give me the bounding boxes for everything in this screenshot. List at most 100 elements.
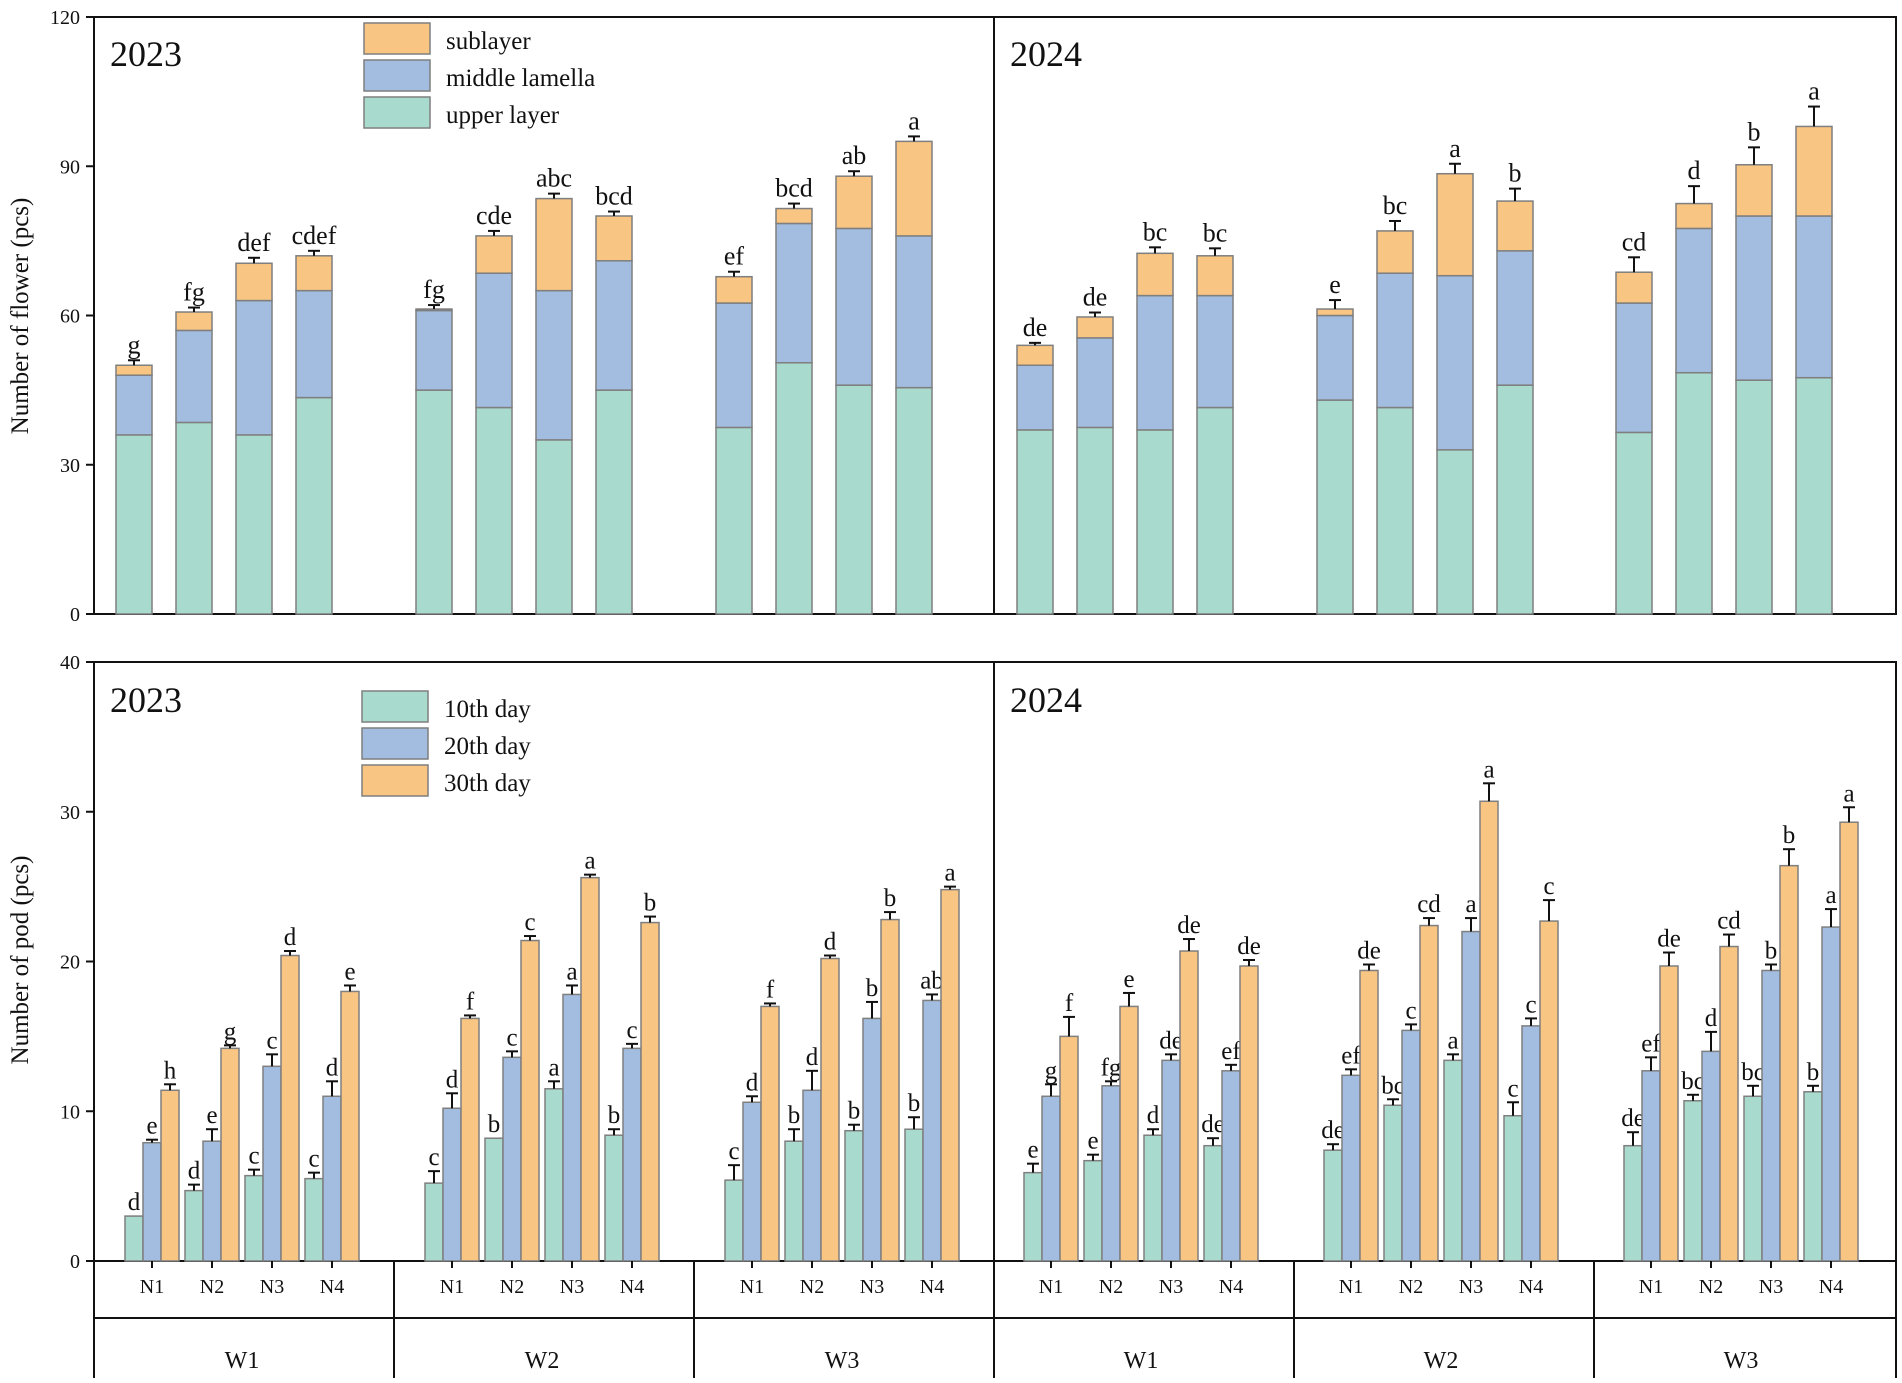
pod-bar-20th-day-2023-w1-n3 bbox=[262, 1065, 282, 1262]
pod-sig-letter-20th-day-2024-w1-n2: fg bbox=[1101, 1054, 1122, 1081]
flower-bar-upper-2023-w2-n1 bbox=[415, 389, 453, 615]
flower-bar-upper-2024-w2-n4 bbox=[1496, 384, 1534, 615]
pod-bar-10th-day-2023-w3-n1 bbox=[724, 1179, 744, 1262]
pod-bar-10th-day-2024-w2-n2 bbox=[1383, 1104, 1403, 1262]
pod-sig-letter-30th-day-2024-w3-n4: a bbox=[1843, 780, 1854, 807]
flower-bar-middle-2023-w3-n2 bbox=[775, 222, 813, 364]
pod-x-tick-label-n1: N1 bbox=[740, 1276, 764, 1298]
flower-sig-letter-2023-w1-n2: fg bbox=[183, 278, 205, 307]
pod-bar-20th-day-2024-w2-n2 bbox=[1401, 1029, 1421, 1262]
flower-bar-upper-2024-w3-n2 bbox=[1675, 371, 1713, 615]
pod-sig-letter-30th-day-2024-w1-n4: de bbox=[1237, 933, 1261, 960]
pod-sig-letter-30th-day-2024-w2-n2: cd bbox=[1417, 891, 1441, 918]
flower-bar-middle-2024-w1-n1 bbox=[1016, 364, 1054, 431]
pod-bar-10th-day-2024-w2-n1 bbox=[1323, 1149, 1343, 1262]
pod-sig-letter-20th-day-2024-w1-n3: de bbox=[1159, 1027, 1183, 1054]
flower-sig-letter-2024-w3-n3: b bbox=[1748, 117, 1761, 146]
pod-bar-30th-day-2024-w3-n2 bbox=[1719, 945, 1739, 1262]
flower-bar-upper-2023-w3-n2 bbox=[775, 362, 813, 615]
pod-bar-20th-day-2023-w3-n1 bbox=[742, 1101, 762, 1262]
pod-sig-letter-20th-day-2023-w1-n1: e bbox=[146, 1113, 157, 1140]
pod-bar-20th-day-2023-w1-n1 bbox=[142, 1141, 162, 1262]
pod-bar-10th-day-2024-w3-n4 bbox=[1803, 1091, 1823, 1262]
pod-sig-letter-20th-day-2024-w3-n3: b bbox=[1765, 937, 1778, 964]
flower-bar-upper-2024-w2-n1 bbox=[1316, 399, 1354, 615]
flower-bar-middle-2024-w3-n4 bbox=[1795, 215, 1833, 379]
pod-sig-letter-30th-day-2023-w2-n3: a bbox=[584, 848, 595, 875]
pod-x-tick-label-n4: N4 bbox=[320, 1276, 344, 1298]
pod-sig-letter-10th-day-2024-w2-n4: c bbox=[1507, 1075, 1518, 1102]
pod-sig-letter-30th-day-2023-w3-n4: a bbox=[944, 860, 955, 887]
pod-sig-letter-10th-day-2023-w2-n2: b bbox=[488, 1111, 501, 1138]
flower-bar-upper-2023-w1-n1 bbox=[115, 434, 153, 615]
flower-sig-letter-2024-w3-n2: d bbox=[1688, 156, 1701, 185]
pod-sig-letter-20th-day-2023-w3-n4: ab bbox=[920, 967, 944, 994]
pod-bar-10th-day-2023-w3-n3 bbox=[844, 1129, 864, 1262]
pod-bar-10th-day-2024-w3-n2 bbox=[1683, 1100, 1703, 1262]
flower-bar-sublayer-2024-w3-n3 bbox=[1735, 164, 1773, 217]
pod-bar-20th-day-2024-w1-n3 bbox=[1161, 1059, 1181, 1262]
pod-sig-letter-20th-day-2023-w2-n2: c bbox=[506, 1024, 517, 1051]
pod-sig-letter-10th-day-2024-w1-n2: e bbox=[1087, 1128, 1098, 1155]
flower-bar-sublayer-2023-w2-n1 bbox=[415, 308, 453, 312]
pod-w-group-label-w3: W3 bbox=[825, 1348, 860, 1374]
flower-bar-upper-2024-w1-n4 bbox=[1196, 406, 1234, 615]
pod-bar-20th-day-2023-w1-n2 bbox=[202, 1140, 222, 1262]
flower-bar-middle-2023-w3-n3 bbox=[835, 227, 873, 386]
flower-sig-letter-2024-w3-n4: a bbox=[1808, 77, 1820, 106]
pod-x-tick-label-n1: N1 bbox=[140, 1276, 164, 1298]
flower-bar-sublayer-2024-w2-n4 bbox=[1496, 200, 1534, 252]
flower-bar-upper-2024-w3-n1 bbox=[1615, 431, 1653, 615]
pod-bar-30th-day-2023-w1-n1 bbox=[160, 1089, 180, 1262]
pod-bar-30th-day-2024-w3-n1 bbox=[1659, 965, 1679, 1262]
pod-x-tick-label-n3: N3 bbox=[260, 1276, 284, 1298]
pod-sig-letter-10th-day-2024-w1-n3: d bbox=[1147, 1102, 1160, 1129]
pod-sig-letter-20th-day-2023-w3-n1: d bbox=[746, 1069, 759, 1096]
flower-sig-letter-2023-w3-n3: ab bbox=[842, 141, 867, 170]
pod-legend: 10th day 20th day 30th day bbox=[361, 690, 531, 797]
pod-sig-letter-10th-day-2023-w2-n4: b bbox=[608, 1102, 621, 1129]
pod-bar-20th-day-2024-w3-n4 bbox=[1821, 926, 1841, 1262]
legend-swatch-30th-day bbox=[361, 764, 429, 797]
pod-sig-letter-30th-day-2023-w1-n2: g bbox=[224, 1018, 237, 1045]
pod-year-label-2024: 2024 bbox=[1010, 680, 1082, 720]
pod-x-tick-label-n2: N2 bbox=[1399, 1276, 1423, 1298]
pod-bar-10th-day-2023-w1-n1 bbox=[124, 1215, 144, 1262]
flower-bar-upper-2024-w1-n3 bbox=[1136, 429, 1174, 615]
pod-bar-20th-day-2024-w3-n2 bbox=[1701, 1050, 1721, 1262]
pod-bar-30th-day-2024-w1-n2 bbox=[1119, 1005, 1139, 1262]
flower-bar-middle-2023-w2-n3 bbox=[535, 289, 573, 441]
pod-sig-letter-10th-day-2024-w2-n2: bc bbox=[1381, 1072, 1405, 1099]
pod-bar-10th-day-2023-w2-n2 bbox=[484, 1137, 504, 1262]
flower-bar-sublayer-2024-w2-n3 bbox=[1436, 172, 1474, 277]
pod-sig-letter-20th-day-2023-w3-n3: b bbox=[866, 975, 879, 1002]
pod-sig-letter-10th-day-2024-w3-n1: de bbox=[1621, 1105, 1645, 1132]
pod-bar-10th-day-2024-w1-n1 bbox=[1023, 1171, 1043, 1262]
flower-bar-upper-2024-w3-n3 bbox=[1735, 379, 1773, 615]
pod-sig-letter-10th-day-2023-w1-n3: c bbox=[248, 1143, 259, 1170]
pod-sig-letter-20th-day-2024-w3-n4: a bbox=[1825, 882, 1836, 909]
flower-bar-sublayer-2023-w3-n4 bbox=[895, 140, 933, 237]
pod-sig-letter-20th-day-2024-w2-n3: a bbox=[1465, 891, 1476, 918]
pod-bar-30th-day-2024-w2-n1 bbox=[1359, 969, 1379, 1262]
pod-sig-letter-10th-day-2024-w3-n3: bc bbox=[1741, 1059, 1765, 1086]
flower-bar-sublayer-2023-w2-n4 bbox=[595, 215, 633, 262]
pod-x-tick-label-n4: N4 bbox=[1519, 1276, 1543, 1298]
pod-bar-30th-day-2024-w3-n3 bbox=[1779, 864, 1799, 1262]
flower-bar-middle-2024-w2-n4 bbox=[1496, 250, 1534, 386]
flower-sig-letter-2024-w1-n4: bc bbox=[1203, 218, 1228, 247]
pod-bar-20th-day-2023-w3-n2 bbox=[802, 1089, 822, 1262]
pod-sig-letter-10th-day-2023-w1-n4: c bbox=[308, 1146, 319, 1173]
legend-label-10th-day: 10th day bbox=[444, 696, 531, 723]
flower-bar-middle-2024-w1-n2 bbox=[1076, 337, 1114, 429]
pod-sig-letter-20th-day-2024-w2-n4: c bbox=[1525, 991, 1536, 1018]
flower-bar-sublayer-2023-w2-n2 bbox=[475, 235, 513, 274]
flower-bar-sublayer-2023-w2-n3 bbox=[535, 197, 573, 292]
flower-bar-middle-2023-w2-n4 bbox=[595, 260, 633, 391]
pod-bar-30th-day-2023-w2-n2 bbox=[520, 939, 540, 1262]
pod-sig-letter-20th-day-2023-w2-n1: d bbox=[446, 1066, 459, 1093]
flower-bar-upper-2023-w2-n4 bbox=[595, 389, 633, 615]
pod-sig-letter-20th-day-2024-w1-n1: g bbox=[1045, 1057, 1058, 1084]
pod-y-axis-title: Number of pod (pcs) bbox=[7, 856, 34, 1065]
pod-sig-letter-30th-day-2024-w1-n2: e bbox=[1123, 966, 1134, 993]
